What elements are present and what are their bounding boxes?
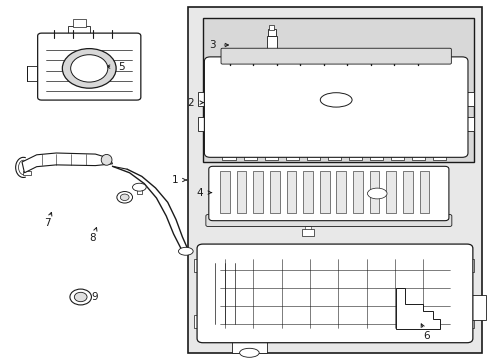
Bar [411,152,425,160]
Bar [306,152,320,160]
Bar [203,18,473,162]
Bar [461,259,473,272]
Bar [194,259,206,272]
Bar [269,171,279,213]
FancyBboxPatch shape [38,33,141,100]
Bar [406,310,416,320]
Bar [390,152,404,160]
Bar [253,171,263,213]
Polygon shape [22,153,112,173]
Circle shape [117,192,132,203]
Bar [302,229,313,236]
Bar [236,171,246,213]
Bar [243,152,257,160]
Ellipse shape [132,183,146,191]
Bar [419,171,428,213]
Bar [23,171,31,175]
FancyBboxPatch shape [221,48,450,64]
Bar [269,25,274,30]
Text: 7: 7 [44,218,51,228]
Bar [198,117,211,131]
Ellipse shape [101,154,112,165]
Bar [285,152,299,160]
Bar [278,59,284,63]
Ellipse shape [320,93,351,107]
Bar [432,152,446,160]
Text: 4: 4 [196,188,203,198]
Bar [198,92,211,106]
Bar [369,152,383,160]
FancyBboxPatch shape [205,215,451,226]
Bar [348,152,362,160]
Bar [266,36,277,56]
Bar [220,171,229,213]
Bar [461,315,473,328]
Bar [73,19,85,27]
Bar [232,337,266,353]
Bar [222,152,236,160]
Bar [194,315,206,328]
Bar [352,171,362,213]
Bar [402,171,412,213]
Text: 8: 8 [89,233,96,243]
Bar [460,92,473,106]
Bar [303,171,312,213]
Bar [460,117,473,131]
Ellipse shape [239,348,259,357]
Ellipse shape [367,188,386,199]
FancyBboxPatch shape [204,57,467,157]
Text: 5: 5 [118,62,124,72]
Bar [336,171,346,213]
Bar [369,171,379,213]
Bar [68,26,90,36]
Text: 9: 9 [91,292,98,302]
Circle shape [71,55,107,82]
Bar [386,171,395,213]
Bar [259,54,284,59]
Circle shape [120,194,129,201]
Bar [305,226,310,229]
FancyBboxPatch shape [197,244,472,343]
Bar [188,7,481,353]
Bar [137,190,142,194]
Bar [259,59,264,63]
Bar [27,66,42,81]
Bar [264,152,278,160]
Text: 2: 2 [187,98,194,108]
Text: 6: 6 [423,330,429,341]
Bar [470,295,485,320]
Text: 3: 3 [209,40,216,50]
Circle shape [74,292,87,302]
Bar [327,152,341,160]
Bar [267,29,275,36]
Circle shape [70,289,91,305]
Bar [319,171,329,213]
Circle shape [62,49,116,88]
Bar [286,171,296,213]
FancyBboxPatch shape [208,166,448,221]
Text: AO: AO [331,98,340,102]
Ellipse shape [178,247,193,255]
Polygon shape [395,288,439,329]
Text: 1: 1 [171,175,178,185]
